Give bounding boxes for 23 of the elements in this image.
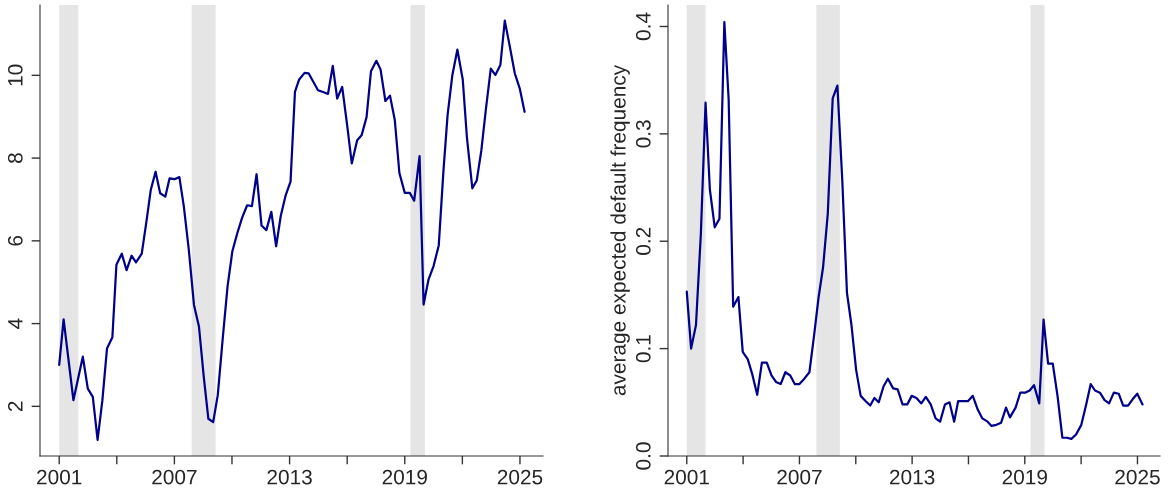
x-tick-label: 2019 [382, 469, 427, 485]
x-tick-label: 2025 [1115, 469, 1160, 485]
x-tick-label: 2019 [1002, 469, 1047, 485]
x-tick-label: 2025 [497, 469, 543, 485]
y-axis-title: average expected default frequency [610, 64, 630, 396]
y-tick-label: 0.0 [635, 442, 651, 470]
y-tick-label: 0.2 [635, 227, 651, 255]
y-tick-label: 2 [7, 401, 23, 412]
y-tick-label: 0.3 [635, 120, 651, 148]
y-tick-label: 0.4 [635, 12, 651, 41]
x-tick-label: 2013 [267, 469, 312, 485]
line-series [685, 21, 1144, 440]
y-tick-label: 8 [7, 153, 23, 163]
x-tick-label: 2001 [664, 469, 709, 485]
y-tick-label: 0.1 [635, 335, 651, 363]
x-tick-label: 2007 [777, 469, 822, 485]
x-tick-label: 2001 [37, 469, 82, 485]
x-tick-label: 2013 [890, 469, 935, 485]
x-tick-label: 2007 [152, 469, 197, 485]
line-series [58, 19, 526, 441]
y-tick-label: 10 [7, 64, 23, 86]
y-tick-label: 4 [8, 318, 23, 329]
y-tick-label: 6 [7, 235, 23, 246]
